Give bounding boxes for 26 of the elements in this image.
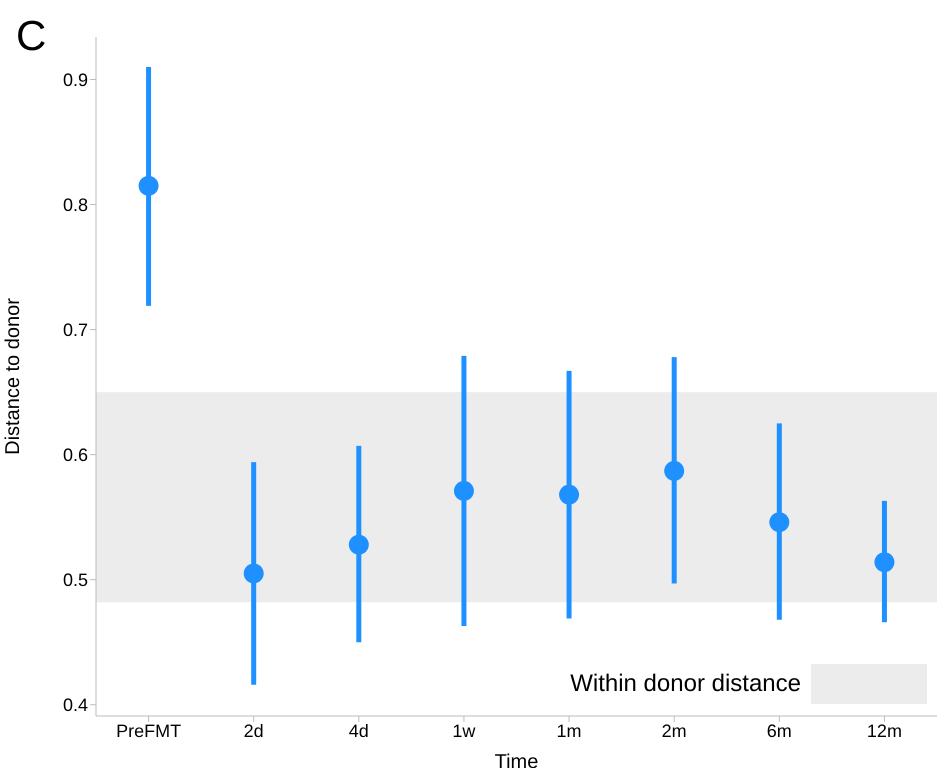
point	[874, 552, 894, 572]
point	[769, 512, 790, 532]
point	[348, 534, 369, 555]
x-tick-label: 12m	[866, 720, 902, 741]
legend-label: Within donor distance	[570, 670, 801, 698]
y-tick-label: 0.7	[62, 320, 88, 340]
x-axis-title: Time	[494, 751, 538, 768]
point	[559, 484, 580, 505]
y-tick-label: 0.5	[62, 570, 88, 590]
x-tick-label: 6m	[766, 720, 792, 741]
x-tick-label: 2d	[244, 720, 264, 741]
point	[664, 460, 684, 481]
x-tick-label: 2m	[662, 720, 687, 741]
point	[244, 563, 264, 584]
x-tick-label: PreFMT	[116, 720, 182, 741]
x-tick-label: 1m	[556, 720, 582, 741]
y-tick-label: 0.4	[62, 695, 88, 716]
y-tick-label: 0.6	[62, 445, 88, 466]
x-tick-label: 1w	[452, 720, 476, 741]
x-tick-label: 4d	[348, 720, 369, 741]
y-tick-label: 0.9	[62, 70, 88, 90]
y-axis-title: Distance to donor	[2, 298, 24, 455]
y-tick-label: 0.8	[62, 194, 88, 215]
point	[138, 176, 159, 196]
text: C	[16, 12, 46, 59]
point	[454, 480, 474, 501]
